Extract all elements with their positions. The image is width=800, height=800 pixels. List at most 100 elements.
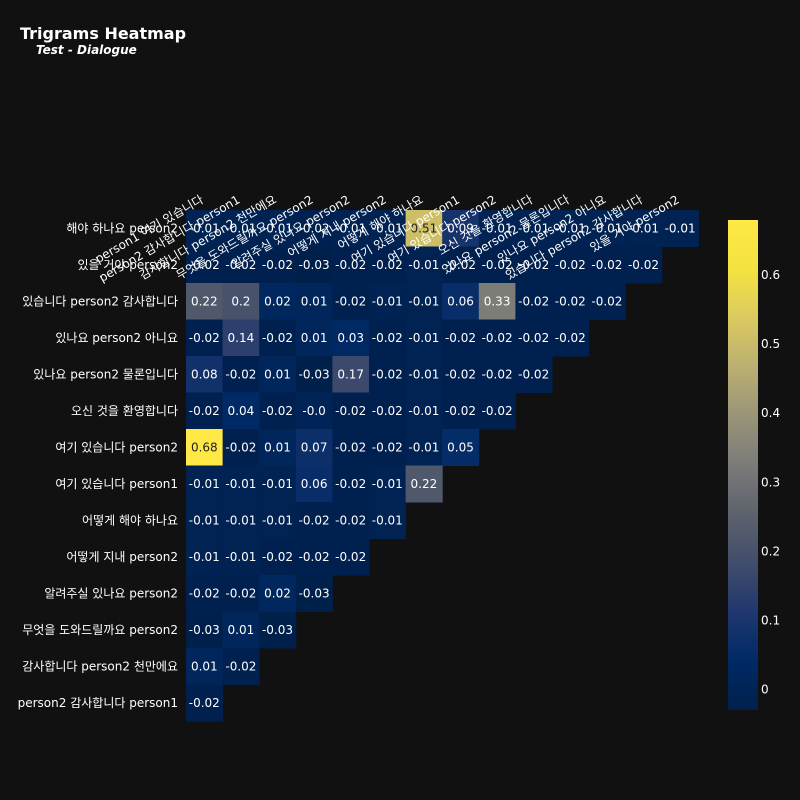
heatmap-cell (552, 283, 590, 320)
heatmap-cell (442, 246, 480, 284)
heatmap-cell (515, 283, 553, 320)
heatmap-cell (186, 392, 224, 430)
heatmap-cell (222, 210, 260, 247)
cell-value-label: -0.01 (189, 550, 220, 564)
heatmap-cell (442, 392, 480, 430)
heatmap-cell (405, 319, 443, 357)
heatmap-cell (369, 502, 407, 539)
heatmap-cell (259, 210, 297, 247)
heatmap-cell (222, 283, 260, 320)
cell-value-label: -0.02 (262, 404, 293, 418)
cell-value-label: -0.01 (372, 513, 403, 527)
heatmap-cell (295, 319, 333, 357)
cell-value-label: -0.02 (518, 331, 549, 345)
cell-value-label: -0.02 (262, 258, 293, 272)
heatmap-cell (369, 356, 407, 393)
heatmap-cell (295, 502, 333, 539)
heatmap-cell (369, 465, 407, 503)
cell-value-label: -0.02 (445, 331, 476, 345)
heatmap-cell (405, 246, 443, 284)
heatmap-cell (478, 356, 516, 393)
cell-value-label: -0.02 (225, 586, 256, 600)
cell-value-label: 0.08 (191, 367, 218, 381)
y-tick-label: person2 감사합니다 person1 (18, 696, 178, 710)
heatmap-cell (186, 356, 224, 393)
heatmap-cell (295, 246, 333, 284)
cell-value-label: -0.02 (262, 331, 293, 345)
colorbar-tick-label: 0.3 (761, 475, 780, 489)
colorbar-tick-label: 0.6 (761, 268, 780, 282)
heatmap-cell (405, 210, 443, 247)
cell-value-label: -0.02 (591, 294, 622, 308)
heatmap-cell (222, 246, 260, 284)
cell-value-label: 0.09 (447, 221, 474, 235)
heatmap-cell (222, 319, 260, 357)
cell-value-label: -0.01 (225, 221, 256, 235)
y-tick-label: 오신 것을 환영합니다 (71, 404, 178, 418)
heatmap-cell (222, 648, 260, 685)
heatmap-cell (478, 246, 516, 284)
heatmap-cell (295, 465, 333, 503)
cell-value-label: 0.01 (228, 623, 255, 637)
y-tick-label: 있나요 person2 아니요 (55, 331, 178, 345)
cell-value-label: 0.14 (228, 331, 255, 345)
heatmap-cell (222, 575, 260, 612)
cell-value-label: -0.01 (225, 513, 256, 527)
cell-value-label: -0.01 (372, 477, 403, 491)
cell-value-label: -0.0 (302, 404, 325, 418)
cell-value-label: -0.02 (225, 367, 256, 381)
heatmap-cell (332, 429, 370, 466)
heatmap-cell (295, 538, 333, 576)
cell-value-label: -0.02 (372, 331, 403, 345)
heatmap-cell (186, 465, 224, 503)
cell-value-label: -0.01 (262, 221, 293, 235)
cell-value-label: -0.02 (189, 331, 220, 345)
heatmap-cell (405, 283, 443, 320)
cell-value-label: -0.02 (335, 258, 366, 272)
cell-value-label: 0.22 (191, 294, 218, 308)
colorbar-tick-label: 0.1 (761, 613, 780, 627)
heatmap-cell (405, 465, 443, 503)
heatmap-cell (332, 246, 370, 284)
y-tick-label: 어떻게 해야 하나요 (82, 513, 178, 527)
cell-value-label: -0.01 (189, 221, 220, 235)
heatmap-cell (222, 502, 260, 539)
cell-value-label: -0.02 (445, 367, 476, 381)
cell-value-label: -0.01 (518, 221, 549, 235)
heatmap-cell (295, 575, 333, 612)
y-tick-label: 감사합니다 person2 천만에요 (22, 658, 178, 673)
cell-value-label: -0.01 (408, 440, 439, 454)
heatmap-cell (259, 575, 297, 612)
heatmap-cell (369, 210, 407, 247)
cell-value-label: 0.17 (337, 367, 364, 381)
cell-value-label: -0.02 (189, 586, 220, 600)
heatmap-cell (186, 429, 224, 466)
cell-value-label: -0.02 (262, 550, 293, 564)
heatmap-cell (259, 502, 297, 539)
cell-value-label: 0.02 (264, 294, 291, 308)
heatmap-cell (332, 392, 370, 430)
chart-subtitle: Test - Dialogue (36, 43, 137, 57)
heatmap-cell (588, 283, 626, 320)
heatmap-cell (332, 283, 370, 320)
heatmap-cell (259, 392, 297, 430)
cell-value-label: 0.03 (337, 331, 364, 345)
heatmap-cell (369, 392, 407, 430)
heatmap-cell (186, 538, 224, 576)
cell-value-label: -0.02 (189, 696, 220, 710)
heatmap-cell (332, 210, 370, 247)
heatmap-cell (259, 246, 297, 284)
cell-value-label: 0.01 (301, 294, 328, 308)
heatmap-cell (259, 538, 297, 576)
heatmap-cell (515, 356, 553, 393)
cell-value-label: -0.01 (408, 258, 439, 272)
heatmap-cell (222, 611, 260, 649)
cell-value-label: 0.01 (301, 331, 328, 345)
cell-value-label: -0.01 (189, 477, 220, 491)
heatmap-cell (369, 283, 407, 320)
heatmap-cell (442, 356, 480, 393)
y-tick-label: 어떻게 지내 person2 (66, 550, 178, 564)
y-tick-label: 무엇을 도와드릴까요 person2 (22, 623, 178, 637)
heatmap-cell (222, 429, 260, 466)
heatmap-cell (186, 246, 224, 284)
